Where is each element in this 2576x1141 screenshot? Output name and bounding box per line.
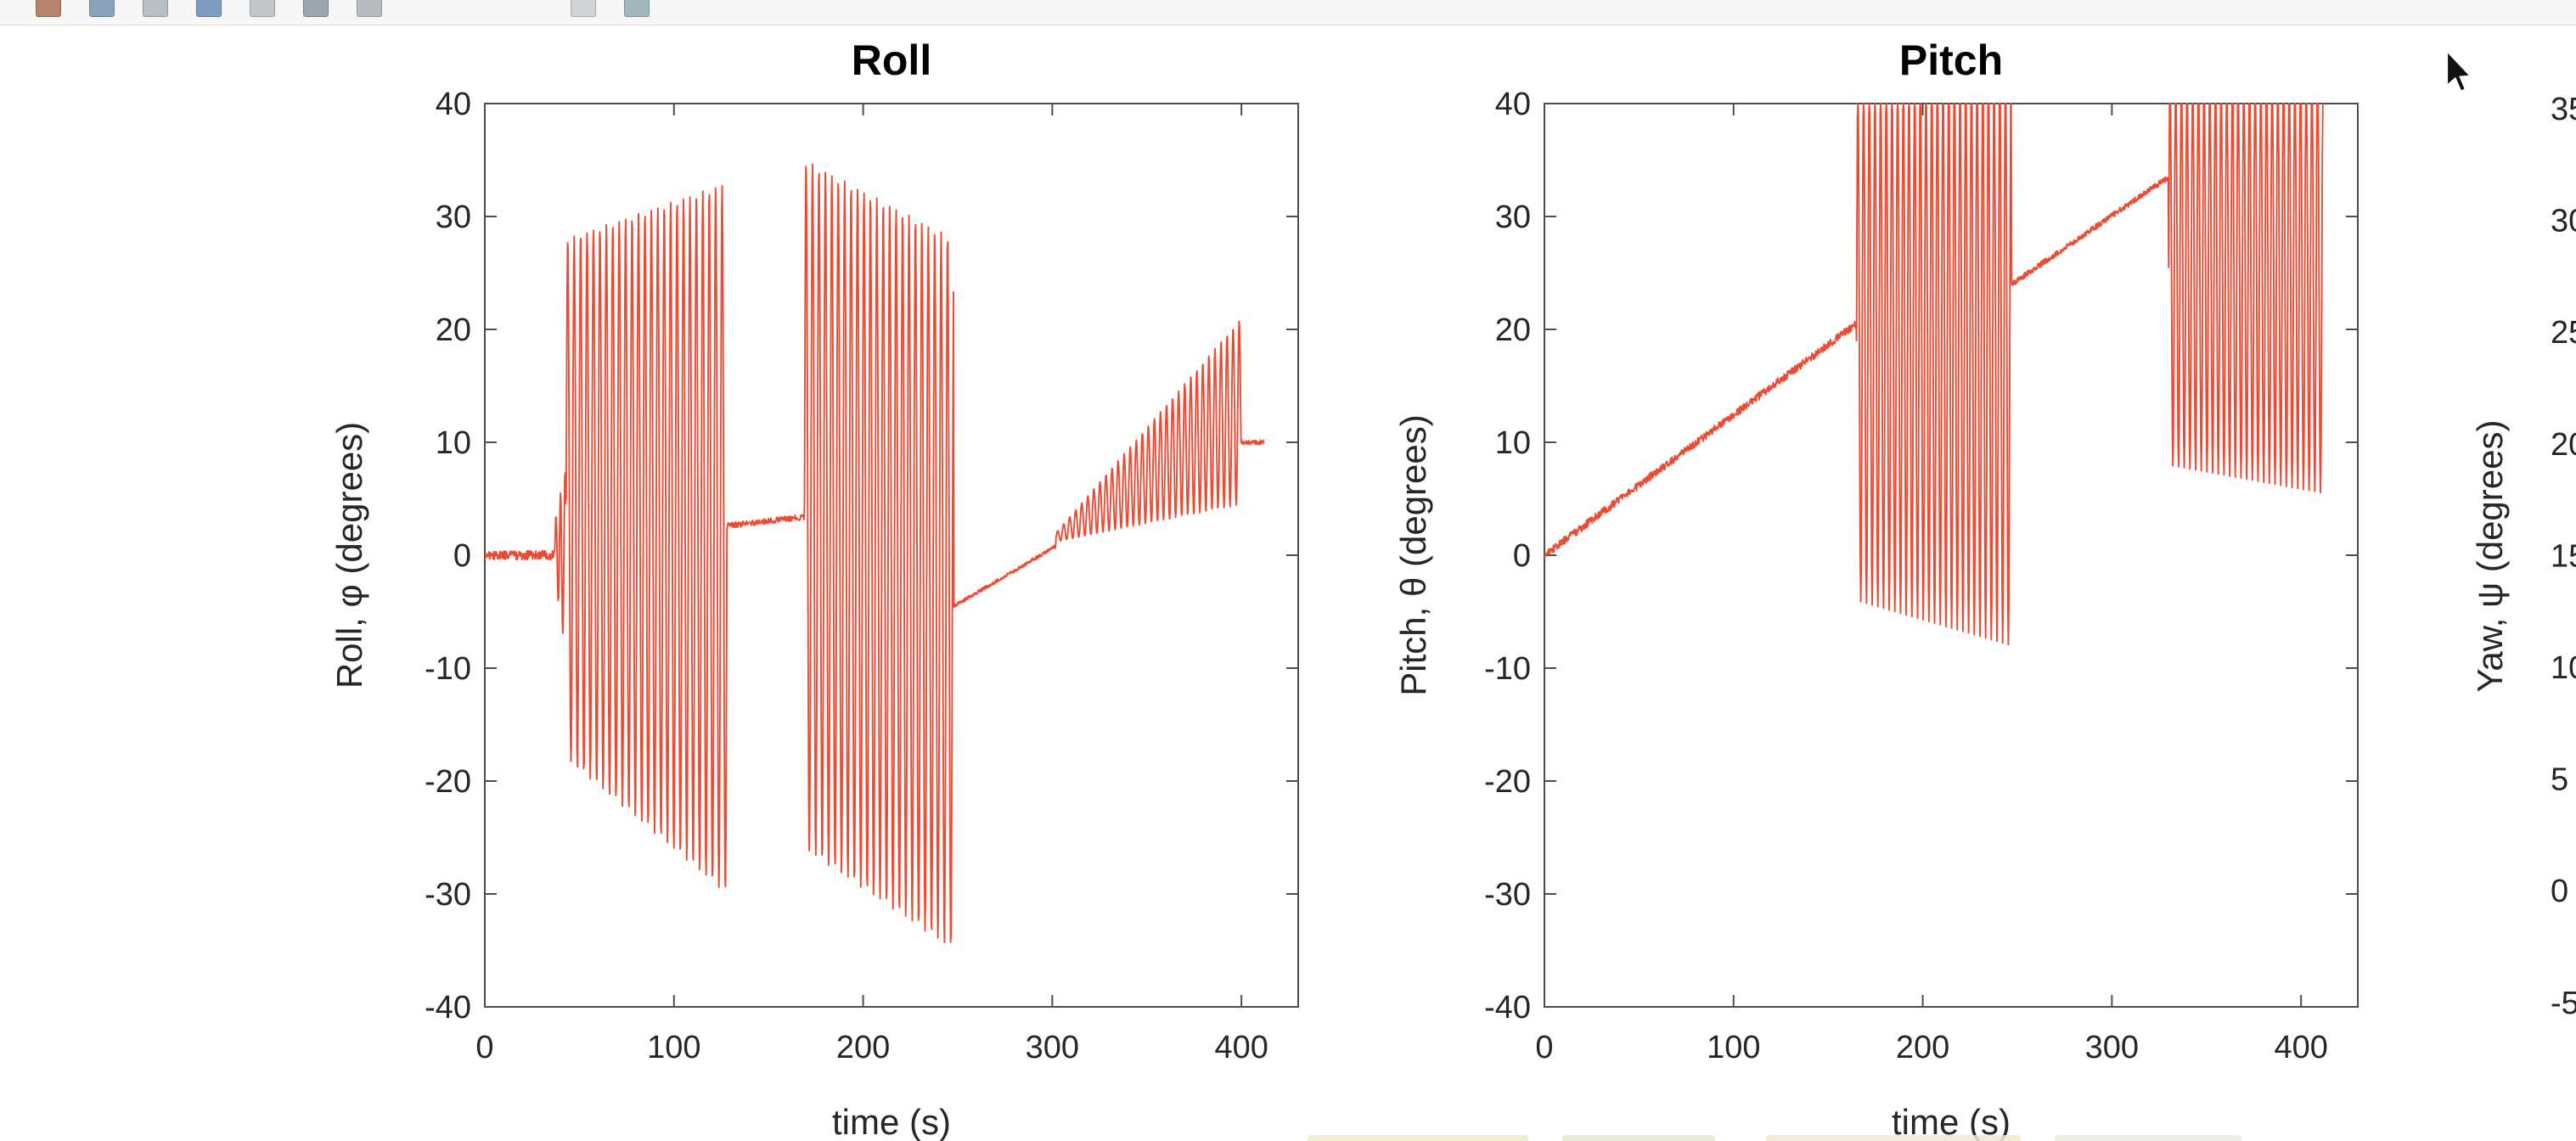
y-tick-label: 30 [2551,204,2576,239]
dock-peek-blob [2055,1135,2241,1141]
y-tick-label: 20 [436,312,471,348]
x-axis-label: time (s) [1892,1102,2011,1141]
y-tick-label: -40 [425,990,471,1026]
chart-pitch: 0 100 200 300 400403020100-10-20-30-40Pitcht… [1393,37,2359,1141]
y-tick-label: 15 [2551,538,2576,574]
x-tick-label: 300 [1026,1030,1079,1065]
series-roll [484,163,1265,944]
x-tick-label: 0 [1535,1030,1553,1065]
pan-icon[interactable] [357,0,382,17]
y-tick-label: 10 [436,425,471,461]
y-tick-label: -5 [2551,986,2576,1021]
x-tick-label: 200 [1896,1030,1949,1065]
y-tick-label: 30 [1495,200,1531,235]
x-tick-label: 400 [1214,1030,1268,1065]
y-tick-label: 40 [1495,87,1531,122]
y-tick-label: 35 [2551,92,2576,127]
x-tick-label: 100 [647,1030,700,1065]
figure-toolbar [0,0,2576,25]
y-tick-label: 30 [436,200,471,235]
y-tick-label: 40 [436,87,471,122]
x-tick-label: 0 [475,1030,493,1065]
dock-peek-blob [1308,1135,1528,1141]
x-tick-label: 300 [2085,1030,2139,1065]
y-tick-label: -30 [1484,877,1531,913]
y-axis-label: Yaw, ψ (degrees) [2470,420,2510,693]
y-tick-label: 10 [2551,650,2576,686]
y-tick-label: -10 [425,651,471,687]
y-tick-label: -20 [425,764,471,800]
dock-peek-blob [1766,1135,2021,1141]
print-icon[interactable] [196,0,222,17]
y-axis-label: Pitch, θ (degrees) [1393,414,1433,696]
y-tick-label: 20 [1495,312,1531,348]
save-figure-icon[interactable] [143,0,168,17]
dock-peek-blob [1562,1135,1715,1141]
y-tick-label: 0 [1513,538,1531,574]
series-pitch [1544,103,2324,646]
chart-roll: 0 100 200 300 400403020100-10-20-30-40Rollti… [329,37,1299,1141]
y-tick-label: 25 [2551,315,2576,351]
y-tick-label: -30 [425,877,471,913]
x-tick-label: 100 [1707,1030,1760,1065]
y-tick-label: 0 [2551,874,2568,909]
chart-yaw: Yaw, ψ (degrees) 35 30 25 20 15 10 5 0 -5 [2470,92,2576,1021]
y-tick-label: -40 [1484,990,1531,1026]
y-tick-label: 0 [453,538,471,574]
y-tick-label: 20 [2551,427,2576,463]
chart-title: Pitch [1899,37,2003,84]
chart-title: Roll [852,37,931,84]
x-tick-label: 400 [2274,1030,2327,1065]
insert-plot-icon[interactable] [571,0,596,17]
x-tick-label: 200 [836,1030,890,1065]
new-figure-icon[interactable] [36,0,61,17]
y-tick-label: 5 [2551,762,2568,798]
open-file-icon[interactable] [89,0,115,17]
zoom-in-icon[interactable] [250,0,275,17]
y-tick-label: 10 [1495,425,1531,461]
zoom-out-icon[interactable] [303,0,329,17]
y-axis-label: Roll, φ (degrees) [329,422,369,689]
layout-icon[interactable] [624,0,650,17]
y-tick-label: -20 [1484,764,1531,800]
y-tick-label: -10 [1484,651,1531,687]
x-axis-label: time (s) [832,1102,951,1141]
